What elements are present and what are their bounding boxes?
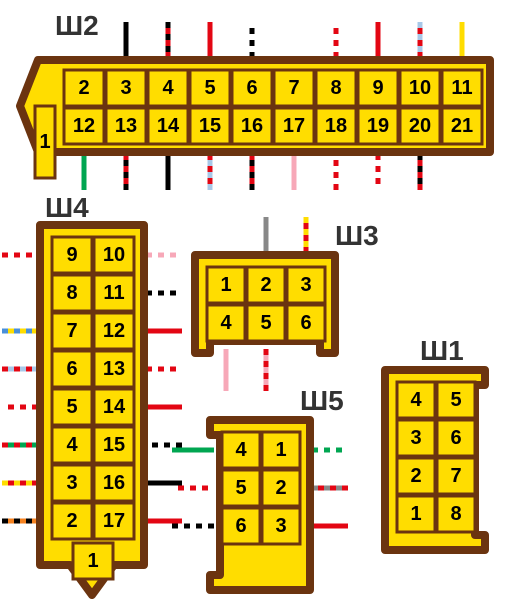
svg-text:17: 17	[283, 115, 305, 137]
svg-text:6: 6	[66, 358, 77, 380]
svg-text:13: 13	[115, 115, 137, 137]
svg-text:1: 1	[410, 503, 421, 525]
connector-diagram: 123456789101112131415161718192021Ш291081…	[0, 0, 516, 600]
svg-text:Ш2: Ш2	[55, 10, 99, 41]
svg-text:8: 8	[450, 503, 461, 525]
svg-text:18: 18	[325, 115, 347, 137]
svg-text:5: 5	[235, 477, 246, 499]
svg-text:4: 4	[66, 434, 78, 456]
svg-text:2: 2	[78, 77, 89, 99]
svg-text:20: 20	[409, 115, 431, 137]
svg-text:15: 15	[199, 115, 221, 137]
svg-text:5: 5	[260, 312, 271, 334]
svg-text:14: 14	[157, 115, 180, 137]
svg-text:7: 7	[450, 465, 461, 487]
svg-text:11: 11	[103, 282, 124, 304]
svg-text:Ш3: Ш3	[335, 220, 379, 251]
svg-text:12: 12	[73, 115, 95, 137]
svg-text:6: 6	[235, 515, 246, 537]
svg-text:5: 5	[450, 389, 461, 411]
svg-text:5: 5	[204, 77, 215, 99]
svg-text:4: 4	[410, 389, 422, 411]
svg-text:21: 21	[451, 115, 473, 137]
svg-text:2: 2	[66, 510, 77, 532]
svg-text:Ш5: Ш5	[300, 385, 344, 416]
svg-text:2: 2	[275, 477, 286, 499]
svg-text:4: 4	[235, 439, 247, 461]
svg-text:Ш1: Ш1	[420, 335, 464, 366]
svg-text:2: 2	[410, 465, 421, 487]
svg-text:1: 1	[220, 274, 231, 296]
svg-text:4: 4	[220, 312, 232, 334]
svg-text:15: 15	[103, 434, 125, 456]
svg-text:19: 19	[367, 115, 389, 137]
svg-text:10: 10	[103, 244, 125, 266]
svg-text:Ш4: Ш4	[45, 192, 89, 223]
svg-text:16: 16	[241, 115, 263, 137]
svg-text:7: 7	[66, 320, 77, 342]
svg-text:1: 1	[87, 550, 98, 572]
svg-text:1: 1	[39, 131, 50, 153]
svg-text:5: 5	[66, 396, 77, 418]
svg-text:3: 3	[410, 427, 421, 449]
svg-text:6: 6	[450, 427, 461, 449]
svg-text:9: 9	[372, 77, 383, 99]
svg-text:8: 8	[330, 77, 341, 99]
svg-text:3: 3	[275, 515, 286, 537]
svg-text:6: 6	[300, 312, 311, 334]
svg-text:16: 16	[103, 472, 125, 494]
svg-text:4: 4	[162, 77, 174, 99]
svg-text:3: 3	[300, 274, 311, 296]
svg-text:1: 1	[275, 439, 286, 461]
svg-text:9: 9	[66, 244, 77, 266]
svg-text:13: 13	[103, 358, 125, 380]
svg-text:3: 3	[120, 77, 131, 99]
svg-text:8: 8	[66, 282, 77, 304]
svg-text:14: 14	[103, 396, 126, 418]
svg-text:12: 12	[103, 320, 125, 342]
svg-text:3: 3	[66, 472, 77, 494]
svg-text:11: 11	[451, 77, 472, 99]
svg-text:17: 17	[103, 510, 125, 532]
svg-text:10: 10	[409, 77, 431, 99]
svg-text:6: 6	[246, 77, 257, 99]
svg-text:7: 7	[288, 77, 299, 99]
svg-text:2: 2	[260, 274, 271, 296]
